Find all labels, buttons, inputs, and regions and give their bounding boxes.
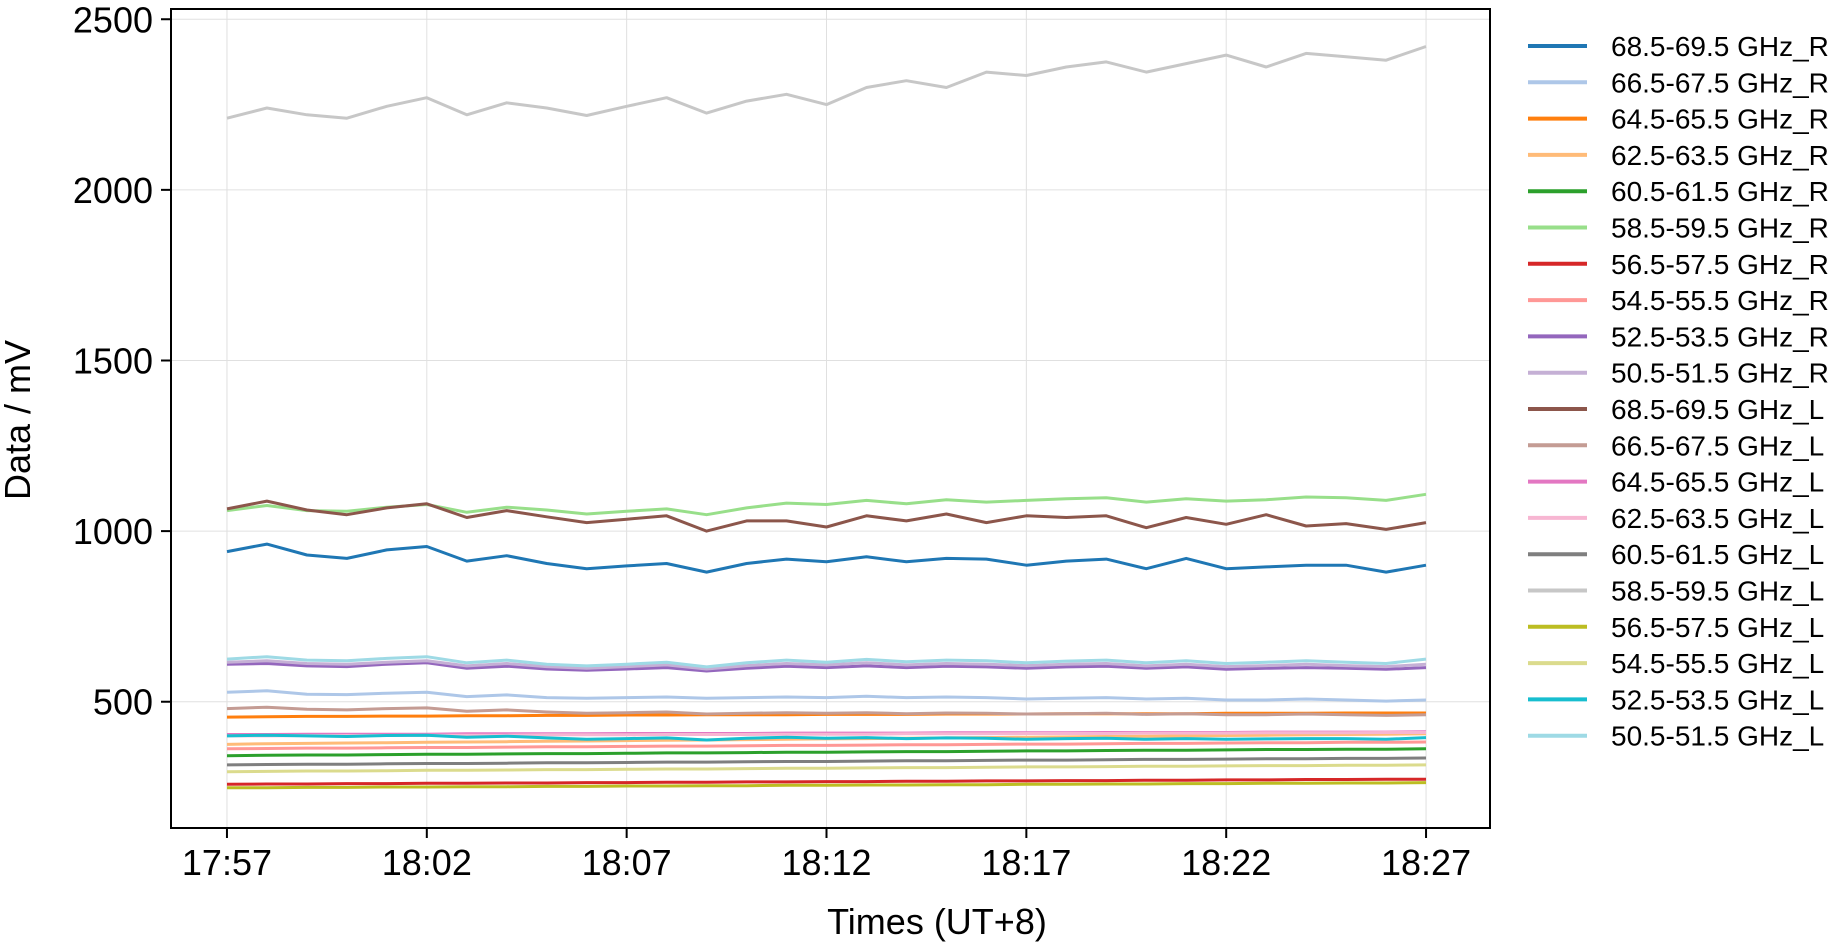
legend-label: 58.5-59.5 GHz_L	[1611, 576, 1824, 607]
series-line-68-5-69-5-ghz-l	[226, 499, 1427, 533]
legend-label: 60.5-61.5 GHz_L	[1611, 539, 1824, 570]
x-tick-label: 18:17	[981, 842, 1071, 883]
legend-label: 56.5-57.5 GHz_L	[1611, 612, 1824, 643]
legend-label: 66.5-67.5 GHz_R	[1611, 67, 1829, 98]
x-axis-label: Times (UT+8)	[827, 901, 1047, 942]
series-lines	[226, 45, 1427, 790]
legend-label: 52.5-53.5 GHz_L	[1611, 684, 1824, 715]
legend-label: 68.5-69.5 GHz_L	[1611, 394, 1824, 425]
series-line-56-5-57-5-ghz-r	[226, 777, 1426, 786]
series-line-50-5-51-5-ghz-r	[226, 659, 1427, 671]
series-line-54-5-55-5-ghz-l	[226, 763, 1427, 774]
series-line-52-5-53-5-ghz-l	[226, 733, 1427, 742]
series-line-68-5-69-5-ghz-r	[226, 542, 1427, 574]
legend-label: 54.5-55.5 GHz_R	[1611, 285, 1829, 316]
legend-label: 64.5-65.5 GHz_L	[1611, 467, 1824, 498]
x-tick-label: 17:57	[182, 842, 272, 883]
legend-label: 50.5-51.5 GHz_R	[1611, 358, 1829, 389]
y-axis-label: Data / mV	[0, 340, 38, 500]
series-line-66-5-67-5-ghz-r	[226, 689, 1427, 703]
series-line-58-5-59-5-ghz-l	[226, 45, 1427, 120]
legend-label: 60.5-61.5 GHz_R	[1611, 176, 1829, 207]
legend-label: 66.5-67.5 GHz_L	[1611, 430, 1824, 461]
series-line-60-5-61-5-ghz-r	[226, 747, 1427, 758]
series-line-52-5-53-5-ghz-r	[226, 661, 1427, 673]
x-tick-label: 18:12	[781, 842, 871, 883]
x-tick-label: 18:27	[1381, 842, 1471, 883]
y-tick-label: 1000	[73, 511, 153, 552]
x-tick-label: 18:02	[382, 842, 472, 883]
y-tick-label: 500	[93, 682, 153, 723]
y-tick-label: 1500	[73, 340, 153, 381]
legend-label: 68.5-69.5 GHz_R	[1611, 31, 1829, 62]
legend-label: 50.5-51.5 GHz_L	[1611, 721, 1824, 752]
legend-label: 64.5-65.5 GHz_R	[1611, 104, 1829, 135]
legend-label: 56.5-57.5 GHz_R	[1611, 249, 1829, 280]
grid-lines	[171, 9, 1490, 828]
y-tick-label: 2000	[73, 170, 153, 211]
legend-label: 62.5-63.5 GHz_R	[1611, 140, 1829, 171]
series-line-54-5-55-5-ghz-r	[226, 740, 1427, 751]
legend-label: 58.5-59.5 GHz_R	[1611, 213, 1829, 244]
legend: 68.5-69.5 GHz_R 66.5-67.5 GHz_R 64.5-65.5 …	[1528, 31, 1829, 752]
x-tick-label: 18:22	[1181, 842, 1271, 883]
y-axis-ticks: 500 1000 1500 2000 2500	[73, 0, 171, 723]
legend-label: 62.5-63.5 GHz_L	[1611, 503, 1824, 534]
legend-label: 54.5-55.5 GHz_L	[1611, 648, 1824, 679]
series-line-56-5-57-5-ghz-l	[227, 781, 1427, 790]
series-line-50-5-51-5-ghz-l	[226, 655, 1427, 669]
x-tick-label: 18:07	[582, 842, 672, 883]
plot-area-frame	[170, 8, 1491, 829]
series-line-66-5-67-5-ghz-l	[226, 705, 1427, 717]
legend-label: 52.5-53.5 GHz_R	[1611, 321, 1829, 352]
y-tick-label: 2500	[73, 0, 153, 40]
x-axis-ticks: 17:57 18:02 18:07 18:12 18:17 18:22 18:27	[182, 828, 1471, 883]
series-line-60-5-61-5-ghz-l	[226, 756, 1427, 767]
